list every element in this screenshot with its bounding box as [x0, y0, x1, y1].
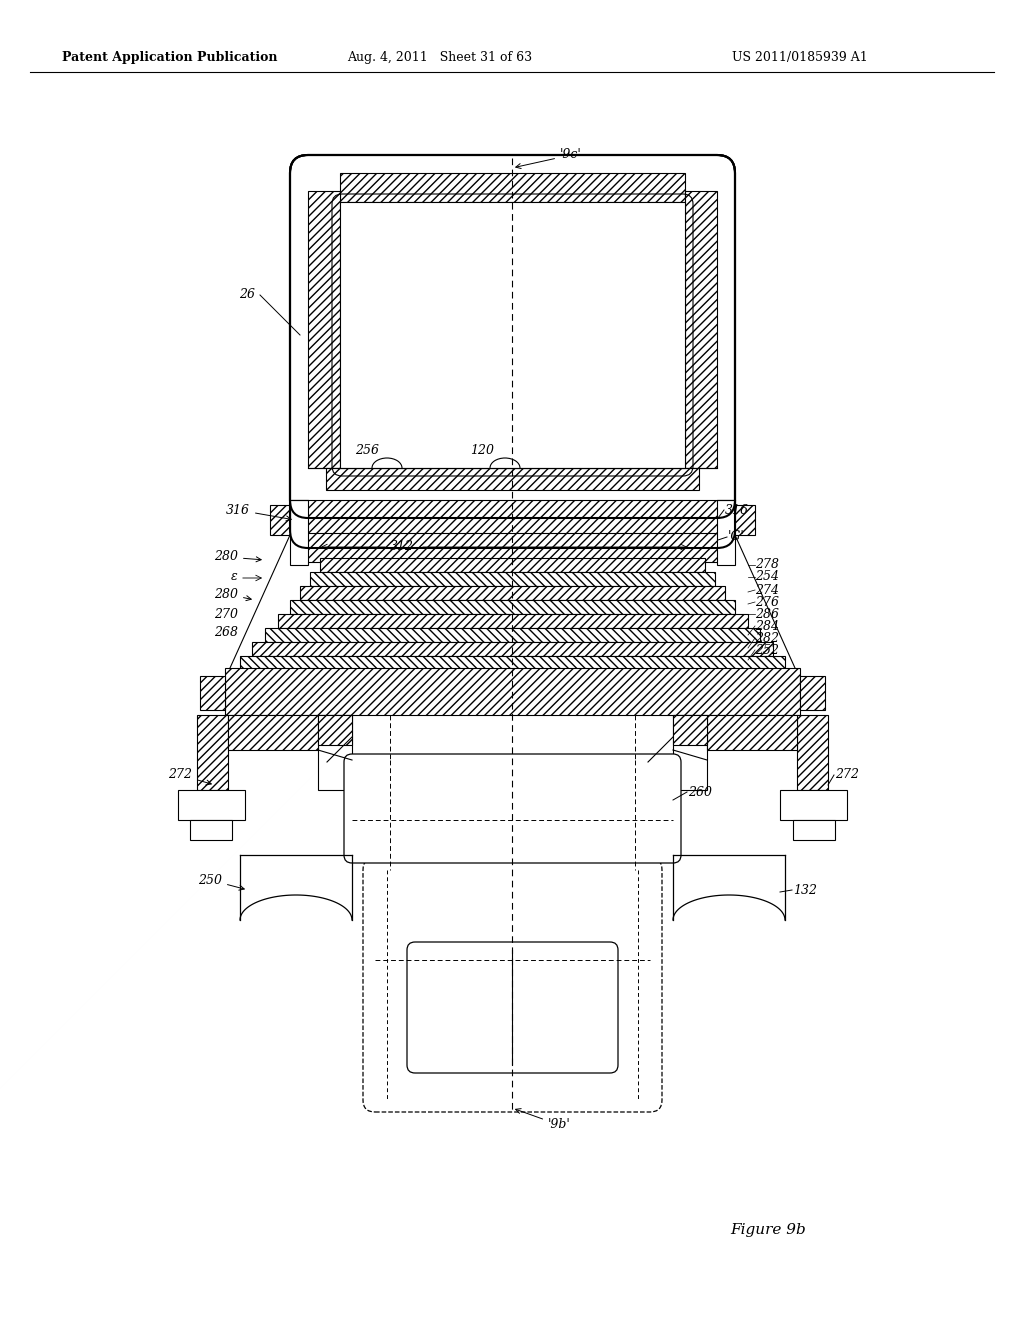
Bar — [340, 202, 685, 469]
Text: 268: 268 — [214, 627, 238, 639]
Text: 274: 274 — [755, 583, 779, 597]
Text: 276: 276 — [755, 595, 779, 609]
Text: Patent Application Publication: Patent Application Publication — [62, 51, 278, 65]
Text: 260: 260 — [688, 785, 712, 799]
Text: 132: 132 — [793, 883, 817, 896]
Bar — [290, 500, 735, 535]
Bar — [240, 656, 785, 671]
Bar — [797, 715, 828, 789]
FancyBboxPatch shape — [407, 942, 618, 1073]
Bar — [308, 191, 340, 469]
FancyBboxPatch shape — [362, 858, 662, 1111]
Text: ε: ε — [231, 569, 238, 582]
Bar — [735, 506, 755, 535]
Bar — [300, 586, 725, 601]
Text: 252: 252 — [755, 644, 779, 656]
Text: 26: 26 — [239, 289, 255, 301]
Bar — [190, 820, 232, 840]
Text: 280: 280 — [214, 587, 251, 601]
Bar — [318, 715, 352, 744]
Text: 284: 284 — [755, 619, 779, 632]
Text: 270: 270 — [214, 607, 238, 620]
Text: Aug. 4, 2011   Sheet 31 of 63: Aug. 4, 2011 Sheet 31 of 63 — [347, 51, 532, 65]
Bar — [673, 715, 707, 789]
FancyBboxPatch shape — [290, 154, 735, 517]
Bar — [318, 715, 352, 789]
Bar — [685, 191, 717, 469]
Bar — [673, 715, 707, 744]
Bar — [319, 558, 705, 572]
Bar — [200, 676, 225, 710]
Text: 254: 254 — [755, 570, 779, 583]
Bar — [326, 469, 699, 490]
Bar — [228, 715, 318, 750]
Bar — [265, 628, 760, 642]
Text: 280: 280 — [214, 550, 261, 564]
Bar — [270, 506, 290, 535]
Text: 120: 120 — [470, 444, 494, 457]
Bar — [717, 500, 735, 565]
Bar — [225, 668, 800, 715]
Text: 312: 312 — [390, 540, 414, 553]
Bar — [305, 533, 720, 562]
Text: 282: 282 — [755, 631, 779, 644]
Bar — [340, 173, 685, 202]
Text: 250: 250 — [198, 874, 245, 890]
Bar — [197, 715, 228, 789]
Text: 278: 278 — [755, 558, 779, 572]
Bar — [278, 614, 748, 628]
Text: '9b': '9b' — [516, 1109, 570, 1131]
Text: 272: 272 — [168, 768, 211, 785]
Bar — [252, 642, 773, 656]
Bar — [290, 601, 735, 614]
Bar — [707, 715, 797, 750]
Bar — [290, 500, 308, 565]
Text: 316: 316 — [725, 503, 749, 516]
Text: US 2011/0185939 A1: US 2011/0185939 A1 — [732, 51, 868, 65]
Bar — [793, 820, 835, 840]
Text: 286: 286 — [755, 607, 779, 620]
Text: 256: 256 — [355, 444, 379, 457]
Text: 316: 316 — [226, 503, 291, 521]
Bar — [310, 572, 715, 586]
Text: Figure 9b: Figure 9b — [730, 1224, 806, 1237]
Text: 'G': 'G' — [728, 531, 744, 544]
Text: 272: 272 — [835, 768, 859, 781]
FancyBboxPatch shape — [344, 754, 681, 863]
Bar — [780, 789, 847, 820]
Bar — [178, 789, 245, 820]
Text: '9c': '9c' — [516, 149, 582, 169]
Bar — [800, 676, 825, 710]
